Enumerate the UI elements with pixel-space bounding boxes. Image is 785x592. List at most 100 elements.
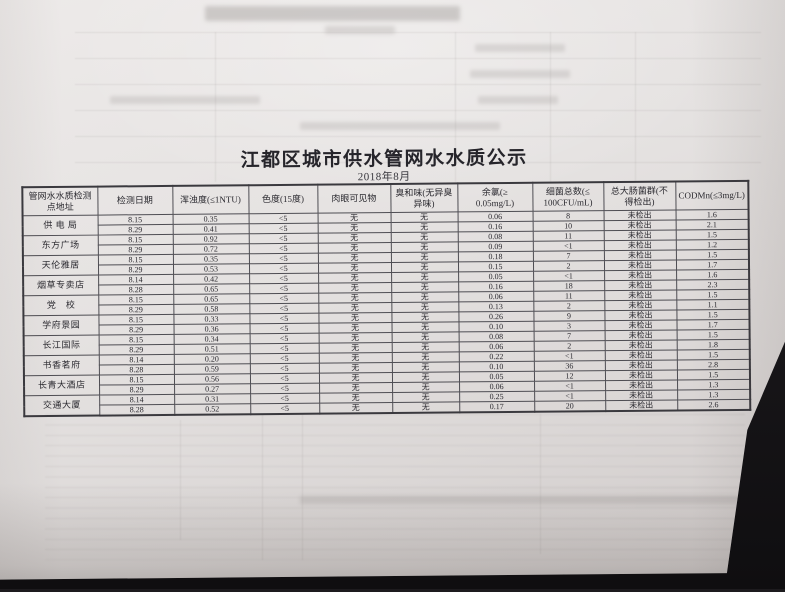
cell-value-3: 无	[317, 242, 391, 254]
cell-value-5: 0.06	[457, 211, 533, 222]
cell-value-2: <5	[249, 283, 319, 294]
cell-value-5: 0.05	[458, 271, 534, 282]
cell-value-3: 无	[318, 332, 392, 344]
cell-value-8: 1.6	[676, 269, 750, 281]
cell-value-5: 0.10	[458, 361, 534, 372]
cell-value-2: <5	[250, 403, 320, 415]
cell-value-4: 无	[391, 351, 459, 363]
cell-value-7: 未检出	[603, 240, 676, 251]
cell-value-6: 7	[533, 330, 605, 342]
cell-value-4: 无	[390, 211, 458, 223]
cell-value-2: <5	[249, 343, 319, 354]
cell-value-5: 0.22	[458, 351, 534, 362]
column-header-2: 浑浊度(≤1NTU)	[172, 185, 249, 215]
cell-value-8: 1.5	[676, 329, 750, 341]
cell-value-0: 8.29	[97, 264, 174, 276]
cell-value-1: 0.35	[172, 253, 249, 265]
cell-value-1: 0.59	[173, 363, 250, 375]
cell-value-7: 未检出	[604, 320, 677, 331]
cell-value-5: 0.13	[458, 301, 534, 312]
column-header-0: 管网水水质检测 点地址	[22, 186, 98, 216]
cell-value-2: <5	[249, 273, 319, 284]
cell-value-5: 0.26	[458, 311, 534, 322]
cell-value-2: <5	[248, 253, 318, 264]
cell-location: 党 校	[23, 295, 99, 316]
cell-value-7: 未检出	[604, 310, 677, 321]
cell-value-1: 0.53	[172, 263, 250, 275]
cell-value-1: 0.41	[172, 223, 249, 235]
cell-value-1: 0.65	[173, 293, 250, 305]
cell-value-1: 0.20	[173, 353, 250, 365]
cell-value-0: 8.29	[99, 384, 175, 396]
cell-value-8: 1.7	[676, 319, 750, 331]
column-header-5: 臭和味(无异臭 异味)	[390, 183, 458, 213]
cell-value-0: 8.29	[97, 224, 173, 236]
column-header-1: 检测日期	[97, 185, 173, 216]
cell-value-8: 1.8	[676, 339, 750, 351]
cell-value-8: 1.5	[675, 229, 749, 241]
cell-value-6: 3	[533, 320, 605, 332]
cell-value-3: 无	[317, 252, 391, 264]
cell-value-0: 8.15	[97, 214, 173, 226]
cell-value-8: 1.2	[675, 239, 749, 251]
cell-value-1: 0.92	[172, 233, 249, 245]
column-header-3: 色度(15度)	[248, 184, 318, 214]
cell-value-5: 0.15	[457, 261, 534, 272]
cell-value-1: 0.36	[173, 323, 250, 335]
cell-value-1: 0.35	[172, 213, 249, 225]
cell-value-4: 无	[391, 341, 459, 353]
cell-value-4: 无	[391, 281, 459, 293]
cell-value-1: 0.51	[173, 343, 250, 355]
cell-value-5: 0.06	[458, 341, 534, 352]
cell-value-2: <5	[248, 213, 318, 224]
cell-value-0: 8.15	[98, 294, 174, 306]
cell-value-8: 1.6	[675, 209, 749, 221]
cell-value-5: 0.25	[459, 391, 535, 402]
cell-value-6: 20	[534, 400, 606, 412]
cell-value-3: 无	[318, 372, 393, 384]
cell-value-0: 8.14	[98, 354, 174, 366]
cell-value-3: 无	[318, 302, 392, 314]
cell-value-8: 1.7	[675, 259, 750, 271]
cell-value-0: 8.15	[98, 314, 174, 326]
cell-value-6: <1	[534, 390, 606, 402]
cell-value-3: 无	[318, 282, 392, 294]
cell-value-7: 未检出	[605, 380, 678, 391]
cell-value-2: <5	[250, 393, 320, 404]
cell-value-5: 0.08	[457, 231, 533, 242]
cell-value-6: <1	[533, 350, 605, 362]
cell-value-6: 2	[533, 300, 605, 312]
cell-value-3: 无	[318, 322, 392, 334]
cell-value-1: 0.27	[174, 383, 251, 395]
cell-value-7: 未检出	[604, 360, 677, 371]
cell-location: 长江国际	[23, 335, 99, 356]
cell-value-8: 1.5	[676, 369, 751, 381]
cell-value-4: 无	[391, 271, 459, 283]
cell-value-3: 无	[318, 342, 392, 354]
cell-value-4: 无	[392, 391, 460, 403]
cell-value-4: 无	[391, 301, 459, 313]
cell-value-5: 0.18	[457, 251, 533, 262]
cell-value-8: 1.5	[675, 249, 749, 261]
cell-value-7: 未检出	[604, 270, 677, 281]
cell-value-0: 8.14	[98, 274, 174, 286]
cell-value-5: 0.09	[457, 241, 533, 252]
cell-value-1: 0.72	[172, 243, 249, 255]
cell-value-1: 0.58	[173, 303, 250, 315]
cell-location: 长青大酒店	[23, 375, 100, 396]
column-header-6: 余氯(≥ 0.05mg/L)	[457, 182, 533, 212]
cell-value-0: 8.15	[97, 234, 173, 246]
cell-value-6: 12	[533, 370, 606, 382]
cell-value-3: 无	[318, 362, 392, 374]
cell-value-0: 8.15	[98, 334, 174, 346]
cell-value-7: 未检出	[603, 250, 676, 261]
cell-value-2: <5	[248, 243, 318, 254]
cell-value-2: <5	[249, 323, 319, 334]
cell-value-4: 无	[391, 371, 460, 383]
cell-value-6: 2	[533, 340, 605, 352]
cell-value-4: 无	[392, 381, 460, 393]
cell-value-2: <5	[248, 223, 318, 234]
cell-value-8: 1.5	[676, 349, 750, 361]
